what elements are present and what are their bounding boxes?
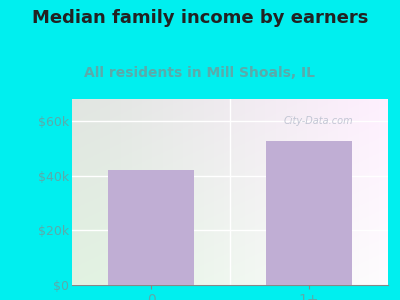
Text: All residents in Mill Shoals, IL: All residents in Mill Shoals, IL	[84, 66, 316, 80]
Text: City-Data.com: City-Data.com	[284, 116, 353, 126]
Text: Median family income by earners: Median family income by earners	[32, 9, 368, 27]
Bar	[108, 170, 194, 285]
Bar	[266, 141, 352, 285]
